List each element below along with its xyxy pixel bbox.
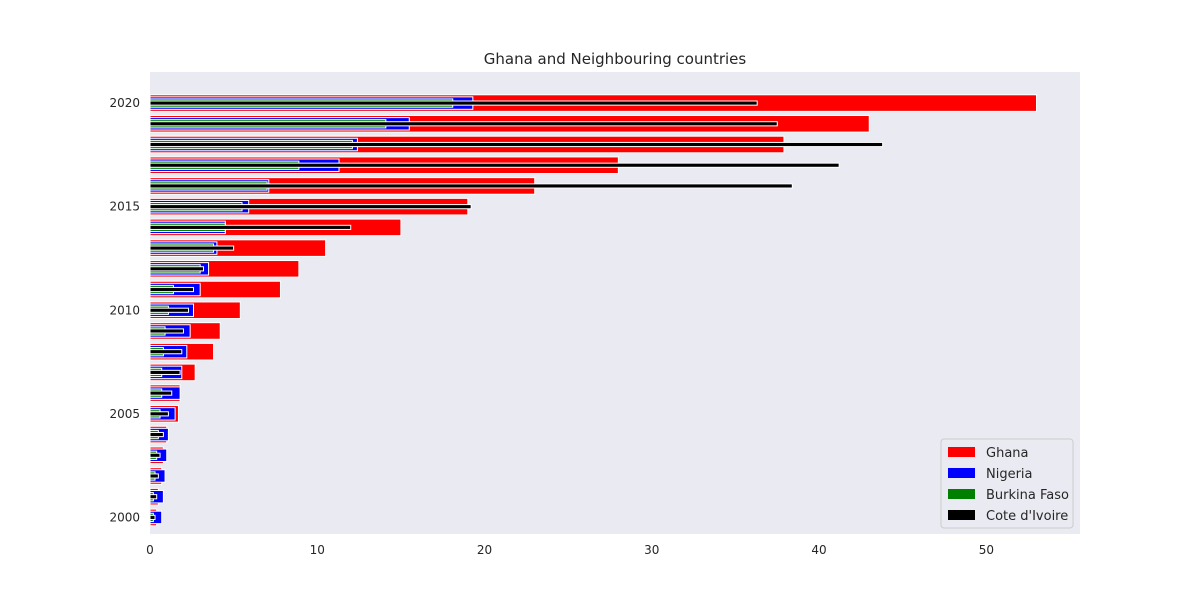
x-tick-label: 0 — [146, 543, 154, 557]
legend-swatch-ghana — [948, 447, 975, 457]
legend-label-cote-d-ivoire: Cote d'Ivoire — [986, 509, 1068, 524]
bar-cote-d-ivoire-2004 — [149, 431, 164, 438]
bar-cote-d-ivoire-2016 — [149, 183, 793, 189]
bar-cote-d-ivoire-2019 — [149, 121, 778, 127]
bar-cote-d-ivoire-2020 — [149, 100, 758, 106]
y-tick-label: 2000 — [109, 510, 140, 524]
bar-cote-d-ivoire-2014 — [149, 224, 352, 230]
bar-cote-d-ivoire-2000 — [149, 514, 156, 520]
bar-cote-d-ivoire-2011 — [149, 286, 194, 293]
legend: Ghana Nigeria Burkina Faso Cote d'Ivoire — [940, 438, 1074, 529]
bar-cote-d-ivoire-2015 — [149, 204, 472, 210]
x-tick-label: 20 — [477, 543, 492, 557]
x-tick-label: 30 — [644, 543, 659, 557]
bar-cote-d-ivoire-2007 — [149, 369, 181, 375]
bar-cote-d-ivoire-2001 — [149, 494, 158, 500]
legend-swatch-nigeria — [948, 468, 975, 478]
x-tick-label: 10 — [310, 543, 325, 557]
x-axis-ticks: 0 10 20 30 40 50 — [146, 543, 994, 557]
legend-swatch-burkina-faso — [948, 489, 975, 499]
y-tick-label: 2015 — [109, 200, 140, 214]
bar-cote-d-ivoire-2002 — [149, 473, 159, 479]
y-tick-label: 2020 — [109, 96, 140, 110]
bar-cote-d-ivoire-2017 — [149, 162, 840, 168]
y-tick-label: 2010 — [109, 303, 140, 317]
legend-label-ghana: Ghana — [986, 446, 1029, 461]
x-tick-label: 40 — [811, 543, 826, 557]
bar-cote-d-ivoire-2003 — [149, 452, 161, 458]
bar-cote-d-ivoire-2005 — [149, 411, 169, 417]
bars-layer — [149, 94, 1038, 527]
legend-label-nigeria: Nigeria — [986, 467, 1033, 482]
y-axis-ticks: 2000 2005 2010 2015 2020 — [109, 96, 140, 524]
x-tick-label: 50 — [979, 543, 994, 557]
y-tick-label: 2005 — [109, 407, 140, 421]
bar-cote-d-ivoire-2013 — [149, 245, 235, 251]
legend-box — [940, 438, 1074, 529]
bar-cote-d-ivoire-2009 — [149, 328, 184, 334]
bar-cote-d-ivoire-2010 — [149, 307, 189, 313]
bar-cote-d-ivoire-2008 — [149, 349, 183, 355]
legend-swatch-cote-d-ivoire — [948, 510, 975, 520]
chart-title: Ghana and Neighbouring countries — [484, 50, 747, 68]
legend-label-burkina-faso: Burkina Faso — [986, 488, 1069, 503]
bar-cote-d-ivoire-2006 — [149, 390, 173, 396]
bar-cote-d-ivoire-2012 — [149, 266, 205, 272]
bar-cote-d-ivoire-2018 — [149, 141, 884, 148]
